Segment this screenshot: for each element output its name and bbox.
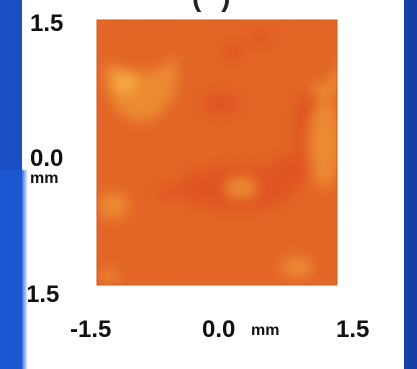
- y-tick-bottom: -1.5: [22, 281, 60, 308]
- figure-panel: ( ) 1.5 0.0 mm -1.5 -1.5 0.0 mm 1.5: [22, 0, 404, 369]
- y-tick-mid-unit: mm: [30, 170, 59, 187]
- x-tick-right: 1.5: [336, 316, 370, 343]
- x-tick-mid-unit: mm: [251, 322, 280, 339]
- y-tick-top: 1.5: [30, 10, 64, 37]
- heatmap-region-18: [105, 209, 185, 272]
- heatmap-region-14: [281, 256, 313, 278]
- heatmap-region-6: [249, 30, 273, 45]
- x-tick-mid-value: 0.0: [202, 316, 236, 343]
- heatmap-region-19: [201, 236, 281, 281]
- heatmap-region-2: [223, 42, 243, 60]
- heatmap-region-17: [293, 187, 337, 241]
- left-overlay-edge: [22, 170, 28, 369]
- plot-frame: [96, 19, 338, 286]
- heatmap-region-16: [285, 24, 337, 87]
- heatmap-region-3: [201, 93, 241, 115]
- heatmap-region-5: [157, 185, 181, 200]
- right-blue-frame: [404, 0, 417, 369]
- y-tick-mid-value: 0.0: [30, 145, 64, 172]
- x-tick-left: -1.5: [70, 316, 112, 343]
- heatmap-region-10: [309, 99, 337, 188]
- heatmap-region-12: [97, 192, 129, 219]
- heatmap-region-13: [101, 269, 117, 284]
- heatmap-region-15: [97, 20, 177, 73]
- heatmap-plot: [96, 19, 338, 286]
- heatmap-region-4: [269, 154, 309, 187]
- heatmap-region-11: [225, 177, 257, 199]
- cropped-title-fragment: ( ): [192, 0, 236, 13]
